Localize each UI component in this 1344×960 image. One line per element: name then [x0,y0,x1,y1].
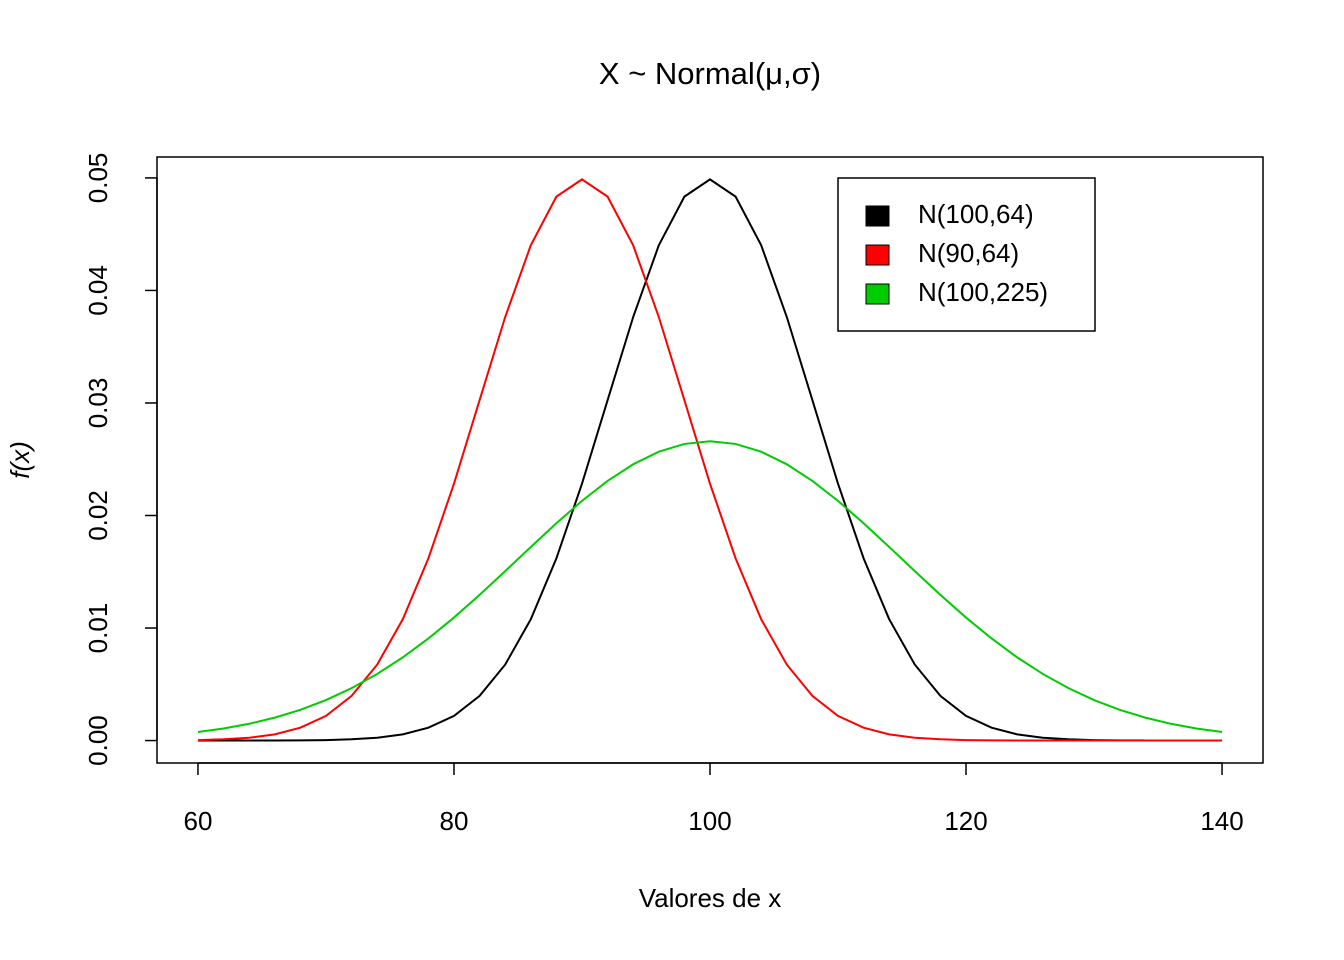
series-line [197,440,1223,733]
y-tick-label: 0.03 [83,378,113,429]
x-tick-label: 140 [1200,806,1243,836]
x-tick-label: 120 [944,806,987,836]
y-axis-label: f(x) [5,441,35,479]
chart-title: X ~ Normal(μ,σ) [599,56,821,91]
plot-box [156,156,1264,764]
x-tick-label: 80 [440,806,469,836]
x-axis-label: Valores de x [639,883,782,913]
y-tick-label: 0.02 [83,490,113,541]
y-tick-label: 0.00 [83,715,113,766]
legend-label: N(90,64) [918,238,1019,268]
series-line [197,178,1223,742]
y-tick-label: 0.04 [83,265,113,316]
legend-label: N(100,225) [918,277,1048,307]
series-line [197,178,1223,742]
legend-swatch [865,244,890,266]
y-tick-label: 0.05 [83,153,113,204]
x-tick-label: 60 [184,806,213,836]
legend-swatch [865,283,890,305]
legend-swatch [865,205,890,227]
x-tick-label: 100 [688,806,731,836]
y-tick-label: 0.01 [83,603,113,654]
legend-label: N(100,64) [918,199,1034,229]
